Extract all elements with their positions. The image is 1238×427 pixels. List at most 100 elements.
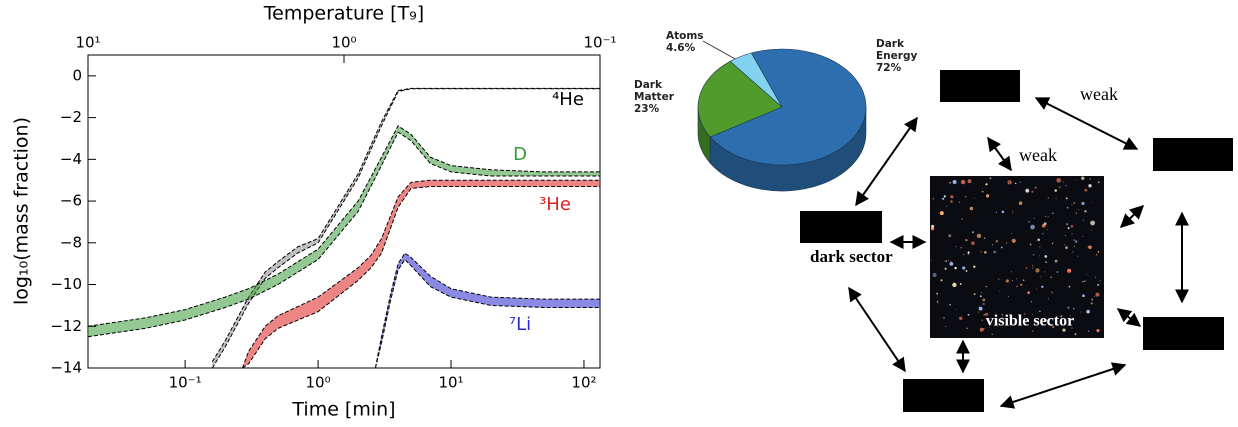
star — [978, 306, 983, 311]
star — [950, 200, 953, 203]
y-tick-label: −10 — [50, 275, 82, 293]
pie-slice — [709, 48, 867, 166]
star — [1065, 235, 1067, 236]
star — [1080, 311, 1082, 313]
star — [998, 290, 1000, 292]
star — [1045, 319, 1048, 322]
star — [1048, 298, 1049, 300]
star — [1000, 246, 1003, 249]
star — [1038, 321, 1039, 323]
star — [991, 244, 994, 246]
pie-category: Atoms — [666, 30, 704, 42]
star — [946, 205, 948, 207]
star — [982, 298, 986, 302]
star — [1044, 255, 1048, 258]
y-tick-label: −8 — [60, 233, 82, 251]
band-edge — [88, 131, 600, 338]
star — [976, 233, 982, 239]
arrow — [855, 116, 918, 207]
star — [1050, 324, 1053, 327]
y-tick-label: −2 — [60, 108, 82, 126]
arrow — [1034, 97, 1139, 150]
star — [945, 326, 947, 327]
star — [950, 261, 952, 263]
star — [1016, 278, 1018, 280]
star — [1063, 244, 1065, 246]
star — [1047, 216, 1049, 218]
y-tick-label: −14 — [50, 359, 82, 377]
star — [1001, 210, 1005, 214]
star — [1050, 276, 1052, 279]
y-tick-label: −12 — [50, 317, 82, 335]
star — [1081, 176, 1085, 180]
arrows — [848, 97, 1189, 409]
star — [961, 218, 963, 221]
star — [1074, 333, 1077, 335]
star — [973, 293, 976, 296]
series-label: ⁴He — [552, 89, 584, 110]
star — [1011, 238, 1016, 243]
series-label: ³He — [539, 194, 571, 215]
star — [1031, 190, 1034, 193]
star — [967, 251, 970, 254]
star — [1036, 288, 1037, 290]
star — [1039, 310, 1041, 312]
pie-category: Dark Energy — [876, 38, 918, 62]
star — [959, 283, 962, 285]
pie-label: Dark Matter 23% — [634, 79, 674, 115]
star — [1005, 279, 1010, 283]
star — [1088, 245, 1092, 249]
star — [1027, 291, 1030, 294]
star — [1011, 210, 1013, 212]
star — [1096, 329, 1100, 333]
star — [1023, 313, 1026, 315]
star — [1065, 246, 1068, 250]
band-edge — [242, 179, 600, 368]
star — [1031, 330, 1034, 332]
star — [1026, 319, 1029, 322]
star — [945, 260, 948, 262]
star — [1033, 218, 1035, 219]
star — [1045, 261, 1048, 264]
star — [1054, 189, 1057, 192]
star — [1046, 228, 1048, 230]
star — [931, 259, 932, 261]
pie-slice — [697, 60, 783, 138]
star — [985, 312, 989, 316]
star — [1008, 295, 1009, 297]
arrow — [987, 136, 1012, 172]
star — [950, 195, 954, 199]
star — [1052, 325, 1055, 329]
star — [1015, 182, 1017, 185]
arrow — [1116, 308, 1142, 327]
star — [952, 282, 957, 288]
star — [1066, 223, 1069, 226]
star — [1084, 280, 1086, 282]
star — [1077, 255, 1079, 257]
star — [1087, 246, 1089, 248]
star — [1068, 227, 1070, 229]
star — [1089, 178, 1091, 180]
star — [1074, 240, 1078, 243]
star — [1052, 292, 1054, 294]
y-tick-label: −6 — [60, 192, 82, 210]
star — [984, 251, 987, 254]
band-edge — [211, 88, 600, 368]
star — [949, 262, 954, 266]
star — [1073, 239, 1075, 241]
star — [1035, 268, 1040, 273]
star — [1098, 181, 1100, 183]
star — [1081, 201, 1085, 206]
star — [959, 201, 961, 203]
star-field — [930, 176, 1101, 335]
star — [1069, 315, 1071, 317]
star — [979, 327, 984, 332]
star — [1025, 188, 1030, 193]
star — [1002, 316, 1004, 318]
star — [1041, 285, 1044, 288]
box — [1153, 138, 1233, 171]
star — [980, 251, 982, 253]
x-tick-label: 10⁰ — [306, 374, 331, 392]
star — [1072, 251, 1074, 253]
arrow — [848, 286, 906, 373]
